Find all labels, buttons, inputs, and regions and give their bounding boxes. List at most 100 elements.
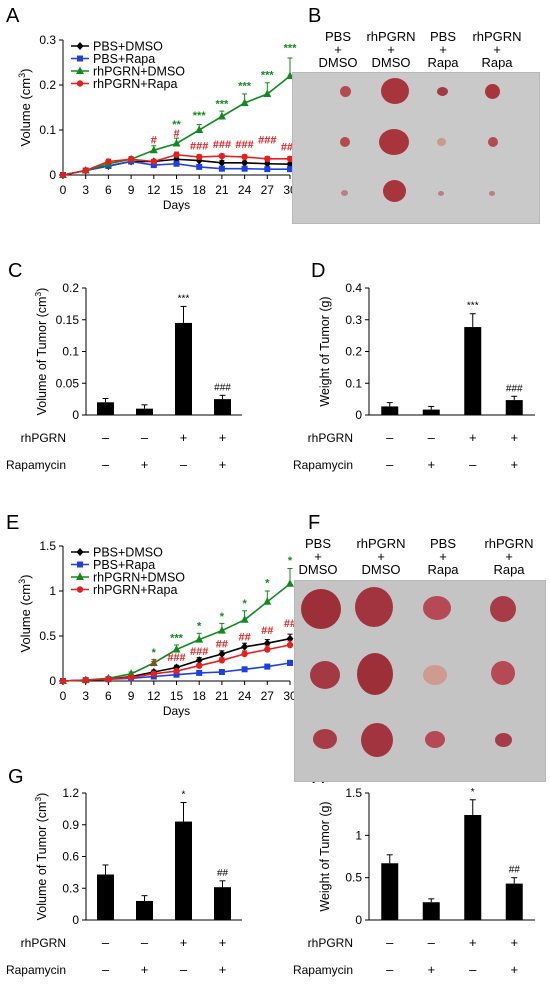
column-header: +	[439, 42, 447, 57]
x-tick-label: 9	[128, 183, 135, 197]
y-tick-label: 0.15	[56, 313, 80, 327]
y-axis-label: Volume of Tumor (cm3)	[33, 288, 49, 416]
y-axis-label: Volume of Tumor (cm3)	[33, 793, 49, 921]
treatment-label: rhPGRN	[308, 431, 353, 445]
significance-mark: ###	[167, 652, 185, 664]
tumor	[355, 587, 393, 627]
x-tick-label: 24	[238, 183, 252, 197]
treatment-sign: +	[510, 962, 518, 977]
y-tick-label: 0.1	[39, 123, 56, 137]
tumor	[381, 78, 409, 104]
column-header: PBS	[305, 536, 331, 551]
tumor	[425, 731, 445, 748]
significance-mark: #	[173, 128, 179, 140]
legend-entry: rhPGRN+Rapa	[93, 583, 177, 597]
column-header: +	[377, 549, 385, 564]
y-tick-label: 0.5	[345, 871, 362, 885]
panel-letter-d: D	[311, 260, 325, 282]
column-header: rhPGRN	[484, 536, 533, 551]
y-tick-label: 0.1	[345, 376, 362, 390]
y-tick-label: 0.1	[62, 345, 79, 359]
significance-mark: *	[197, 621, 202, 633]
data-point	[263, 597, 272, 605]
data-point	[218, 158, 226, 167]
legend-entry: PBS+Rapa	[93, 558, 155, 572]
tumor	[423, 596, 451, 620]
y-tick-label: 0	[49, 674, 56, 688]
bar	[136, 900, 153, 920]
treatment-sign: +	[180, 935, 188, 950]
treatment-sign: –	[102, 962, 110, 977]
y-tick-label: 0.4	[345, 281, 362, 295]
x-axis-label: Days	[163, 704, 190, 718]
column-header: DMSO	[319, 55, 358, 70]
data-point	[263, 89, 272, 97]
treatment-sign: –	[180, 962, 188, 977]
treatment-label: Rapamycin	[293, 963, 353, 977]
panel-letter-a: A	[6, 5, 20, 27]
tumor	[301, 589, 341, 629]
x-tick-label: 9	[128, 689, 135, 703]
bar	[464, 815, 482, 920]
treatment-sign: –	[141, 430, 149, 445]
treatment-sign: –	[469, 962, 477, 977]
tumor-photo-b	[292, 72, 540, 224]
bar	[505, 883, 523, 920]
significance-mark: ***	[238, 81, 252, 93]
tumor	[491, 661, 515, 685]
x-tick-label: 6	[105, 183, 112, 197]
x-tick-label: 18	[193, 183, 207, 197]
y-tick-label: 1.2	[62, 786, 79, 800]
data-point	[286, 579, 294, 587]
x-tick-label: 27	[261, 689, 275, 703]
y-tick-label: 0	[355, 913, 362, 927]
column-header: +	[493, 42, 501, 57]
y-tick-label: 0.3	[62, 881, 79, 895]
y-tick-label: 0	[72, 913, 79, 927]
column-header: DMSO	[362, 562, 401, 577]
significance-mark: ##	[216, 639, 228, 651]
bar	[97, 402, 114, 415]
tumor	[313, 729, 337, 749]
y-tick-label: 0.05	[56, 376, 80, 390]
data-point	[150, 670, 157, 677]
data-point	[195, 635, 204, 643]
legend-marker	[76, 66, 84, 74]
treatment-sign: –	[428, 935, 436, 950]
treatment-sign: +	[469, 935, 477, 950]
treatment-sign: –	[386, 430, 394, 445]
tumor-photo-f	[294, 580, 546, 782]
data-point	[217, 626, 226, 634]
data-point	[127, 156, 135, 163]
treatment-sign: –	[102, 430, 110, 445]
data-point	[264, 155, 271, 162]
x-tick-label: 3	[82, 689, 89, 703]
column-header: PBS	[430, 29, 456, 44]
column-header: +	[439, 549, 447, 564]
treatment-sign: –	[180, 457, 188, 472]
data-point	[241, 666, 248, 673]
data-point	[241, 650, 248, 658]
column-header: Rapa	[427, 562, 459, 577]
significance-mark: ***	[170, 632, 184, 644]
data-point	[218, 152, 226, 160]
data-point	[218, 657, 226, 664]
tumor	[490, 596, 516, 622]
treatment-sign: –	[141, 935, 149, 950]
bar	[97, 874, 114, 920]
y-tick-label: 1.5	[345, 786, 362, 800]
significance-mark: ***	[178, 293, 190, 304]
legend-marker	[76, 586, 84, 593]
y-tick-label: 0	[72, 408, 79, 422]
treatment-sign: +	[510, 935, 518, 950]
x-tick-label: 3	[82, 183, 89, 197]
treatment-sign: –	[386, 935, 394, 950]
y-tick-label: 0.6	[62, 850, 79, 864]
column-header: +	[387, 42, 395, 57]
y-axis-label: Weight of Tumor (g)	[318, 296, 332, 406]
data-point	[127, 674, 135, 681]
panel-letter-e: E	[6, 512, 19, 534]
treatment-sign: +	[510, 430, 518, 445]
data-point	[150, 158, 157, 165]
significance-mark: #	[151, 658, 157, 670]
